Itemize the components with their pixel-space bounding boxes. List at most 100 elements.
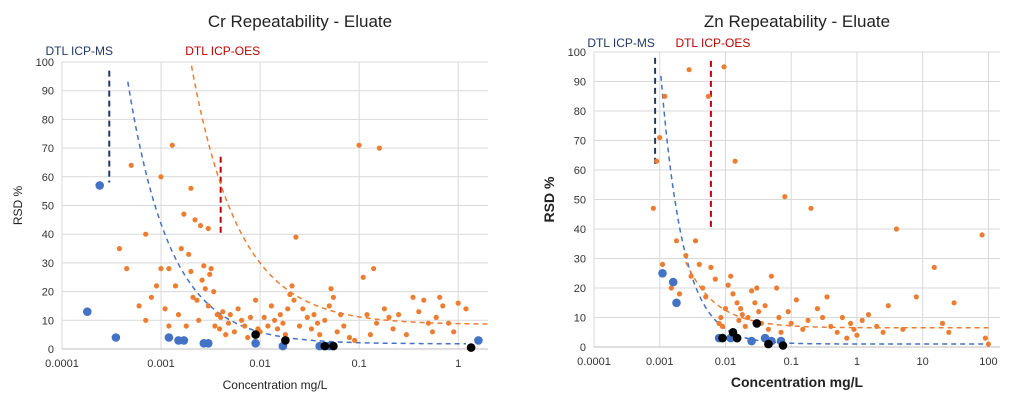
data-point-orange — [730, 291, 736, 297]
y-tick-label: 40 — [574, 224, 586, 236]
data-point-orange — [429, 329, 436, 335]
data-point-orange — [874, 323, 880, 329]
data-point-orange — [793, 297, 799, 303]
data-point-orange — [242, 323, 248, 329]
data-point-orange — [437, 294, 443, 300]
data-point-orange — [728, 273, 734, 279]
data-point-orange — [326, 303, 332, 309]
data-point-orange — [657, 135, 663, 141]
data-point-orange — [433, 314, 439, 320]
y-tick-label: 70 — [42, 143, 54, 155]
data-point-orange — [946, 329, 952, 335]
data-point-blue — [164, 333, 174, 342]
y-axis-label: RSD % — [11, 186, 25, 226]
data-point-orange — [289, 283, 295, 289]
data-point-orange — [356, 142, 362, 148]
data-point-orange — [199, 277, 205, 283]
data-point-black — [466, 343, 476, 352]
data-point-orange — [291, 297, 297, 303]
chart-zn: Zn Repeatability - Eluate 0 10 20 30 40 50 60 70… — [512, 0, 1024, 416]
data-point-orange — [334, 329, 340, 335]
trendline-blue — [660, 75, 989, 345]
y-tick-label: 20 — [574, 283, 586, 295]
data-point-orange — [814, 306, 820, 312]
data-point-orange — [212, 323, 218, 329]
data-point-orange — [800, 326, 806, 332]
data-point-orange — [328, 286, 334, 292]
data-point-orange — [752, 300, 758, 306]
data-point-orange — [734, 300, 740, 306]
data-point-orange — [280, 320, 286, 326]
data-point-orange — [736, 317, 742, 323]
x-tick-label: 1 — [854, 356, 860, 368]
data-point-orange — [293, 234, 299, 240]
data-point-orange — [277, 312, 283, 318]
data-point-orange — [421, 297, 427, 303]
data-point-blue — [658, 269, 667, 278]
data-point-orange — [175, 312, 182, 318]
data-point-orange — [712, 276, 718, 282]
data-point-orange — [718, 314, 724, 321]
data-point-orange — [346, 334, 353, 341]
data-point-orange — [778, 329, 784, 335]
data-point-orange — [367, 332, 373, 338]
x-axis-label: Concentration mg/L — [731, 374, 864, 390]
data-point-orange — [768, 273, 774, 279]
data-point-orange — [732, 158, 738, 164]
x-tick-label: 0.1 — [351, 358, 366, 370]
data-point-blue — [204, 339, 213, 348]
data-point-orange — [272, 317, 278, 323]
data-point-orange — [376, 145, 382, 151]
y-tick-label: 30 — [574, 254, 586, 266]
data-point-orange — [190, 294, 196, 300]
data-point-orange — [304, 314, 310, 320]
data-point-orange — [192, 217, 198, 223]
trendline-orange — [685, 261, 989, 329]
data-point-orange — [245, 334, 251, 341]
data-point-orange — [982, 335, 988, 341]
data-point-orange — [654, 158, 660, 164]
data-point-orange — [390, 326, 396, 332]
data-point-orange — [166, 323, 172, 329]
data-point-black — [764, 339, 773, 349]
x-tick-label: 0.1 — [784, 356, 799, 368]
data-point-orange — [396, 312, 402, 318]
data-point-orange — [673, 238, 680, 244]
data-point-orange — [410, 294, 416, 300]
data-point-orange — [124, 266, 130, 272]
chart-zn-svg: Zn Repeatability - Eluate 0 10 20 30 40 50 60 70… — [541, 12, 1000, 390]
data-point-orange — [844, 335, 850, 341]
data-point-orange — [668, 285, 674, 291]
data-point-orange — [181, 211, 187, 217]
data-point-orange — [247, 314, 254, 320]
data-point-orange — [828, 323, 834, 329]
y-tick-label: 50 — [42, 201, 54, 213]
data-point-orange — [194, 297, 200, 303]
data-point-blue — [179, 336, 189, 345]
data-point-orange — [688, 273, 694, 279]
data-point-orange — [162, 306, 168, 312]
data-point-orange — [774, 285, 780, 291]
data-point-orange — [839, 314, 845, 321]
x-tick-label: 10 — [917, 356, 929, 368]
y-tick-label: 10 — [574, 313, 586, 325]
data-point-orange — [282, 332, 288, 338]
data-point-orange — [202, 286, 208, 292]
data-point-orange — [265, 323, 271, 329]
y-tick-label: 10 — [42, 315, 54, 327]
data-point-orange — [659, 261, 666, 267]
x-tick-label: 0.001 — [646, 356, 674, 368]
data-point-orange — [136, 303, 142, 309]
y-axis-label: RSD % — [541, 176, 557, 222]
data-point-orange — [231, 329, 237, 335]
data-point-orange — [820, 314, 826, 321]
data-point-orange — [330, 294, 336, 300]
data-point-orange — [158, 266, 164, 272]
data-point-black — [778, 341, 788, 350]
data-point-orange — [985, 341, 991, 347]
data-point-orange — [196, 317, 202, 323]
data-point-orange — [708, 264, 714, 270]
data-point-orange — [311, 312, 317, 318]
data-point-orange — [341, 323, 347, 329]
x-tick-label: 0.001 — [147, 358, 175, 370]
